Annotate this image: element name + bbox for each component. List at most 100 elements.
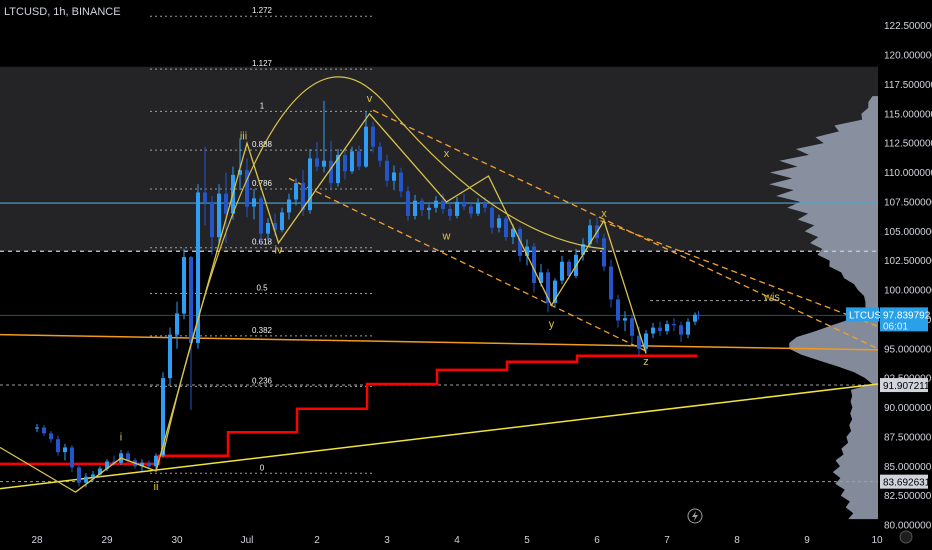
wave-label: w [442,230,451,242]
y-tick-label: 107.500000 [884,197,932,208]
candle-body [490,207,494,228]
candle-body [308,158,312,211]
x-tick-label: 5 [524,535,530,546]
y-tick-label: 80.000000 [884,521,932,532]
candle-body [434,200,438,208]
candle-body [630,318,634,336]
candle-body [651,327,655,334]
fib-label: 0.786 [252,179,273,188]
candle-body [518,228,522,256]
fib-label: 0.618 [252,238,273,247]
fibonacci-levels: 1.272 1.127 1 0.888 0.786 0.618 0.5 0.382 0.236 0 [150,6,372,474]
wave-label: v [367,93,373,105]
y-tick-label: 95.000000 [884,344,932,355]
candle-body [658,327,662,332]
x-tick-label: 7 [664,535,670,546]
red-step-line [0,354,697,466]
candle-body [287,199,291,213]
wave-label: z [643,356,649,368]
x-tick-label: 2 [314,535,320,546]
y-tick-label: 110.000000 [884,168,932,179]
candle-body [504,218,508,238]
candle-body [301,183,305,211]
candle-body [105,461,109,469]
candle-body [252,198,256,207]
channel-lower-dash [288,177,647,352]
y-tick-label: 105.000000 [884,227,932,238]
price-badge [880,474,928,489]
candle-body [539,272,543,283]
y-tick-label: 87.500000 [884,432,932,443]
candle-body [406,191,410,216]
candle-body [581,244,585,255]
x-tick-label: 10 [871,535,883,546]
fib-label: 1.272 [252,6,273,15]
candle-body [546,272,550,303]
candle-body [329,160,333,184]
symbol-badge-label: LTCUSD [849,310,888,321]
wave-label: wis [763,292,780,304]
candle-body [56,439,60,453]
candle-body [483,203,487,208]
x-tick-label: 28 [31,535,43,546]
candle-body [294,183,298,200]
y-tick-label: 120.000000 [884,51,932,62]
y-tick-label: 100.000000 [884,286,932,297]
wave-label: i [120,431,122,443]
candle-body [112,461,116,463]
symbol-badge [846,307,879,322]
candle-body [224,193,228,214]
candle-body [476,203,480,214]
candle-body [343,154,347,172]
y-tick-label: 117.500000 [884,80,932,91]
candle-body [238,170,242,175]
wave-label: iii [240,131,247,143]
candle-body [609,266,613,300]
resistance-zone [0,66,878,252]
candle-body [357,151,361,167]
orange-support-line [0,333,879,351]
price-badge-value: 91.907211 [883,381,930,392]
wave-label: x [601,208,607,220]
candle-body [679,325,683,335]
wave-label: y [549,319,555,331]
x-tick-label: 3 [384,535,390,546]
candle-body [91,474,95,477]
price-badge-value: 83.692631 [883,478,931,489]
candle-body [399,172,403,192]
candle-body [588,225,592,245]
candle-body [245,170,249,207]
candle-body [553,280,557,303]
y-tick-label: 115.000000 [884,109,932,120]
candle-body [567,261,571,276]
candle-body [392,172,396,181]
candle-body [77,467,81,483]
gray-zone-layer [0,66,878,252]
y-tick-label: 112.500000 [884,139,932,150]
fib-label: 0.382 [252,326,273,335]
fib-label: 0 [260,463,265,472]
x-tick-label: Jul [241,535,254,546]
candle-body [525,246,529,256]
candle-body [217,193,221,238]
candle-body [497,218,501,228]
candle-body [560,261,564,281]
x-tick-label: 9 [804,535,810,546]
price-badge [880,378,928,393]
candle-body [175,313,179,335]
candle-body [259,198,263,234]
y-tick-label: 85.000000 [884,462,932,473]
volume-profile-shape [769,96,878,520]
price-badge-time: 06:01 [883,321,908,332]
candle-body [686,321,690,335]
candle-body [693,314,697,322]
candle-body [623,318,627,321]
candle-body [196,192,200,343]
price-badge [880,307,928,332]
y-tick-label: 122.500000 [884,21,932,32]
candle-body [637,335,641,349]
y-tick-label: 90.000000 [884,403,932,414]
candle-body [273,223,277,231]
